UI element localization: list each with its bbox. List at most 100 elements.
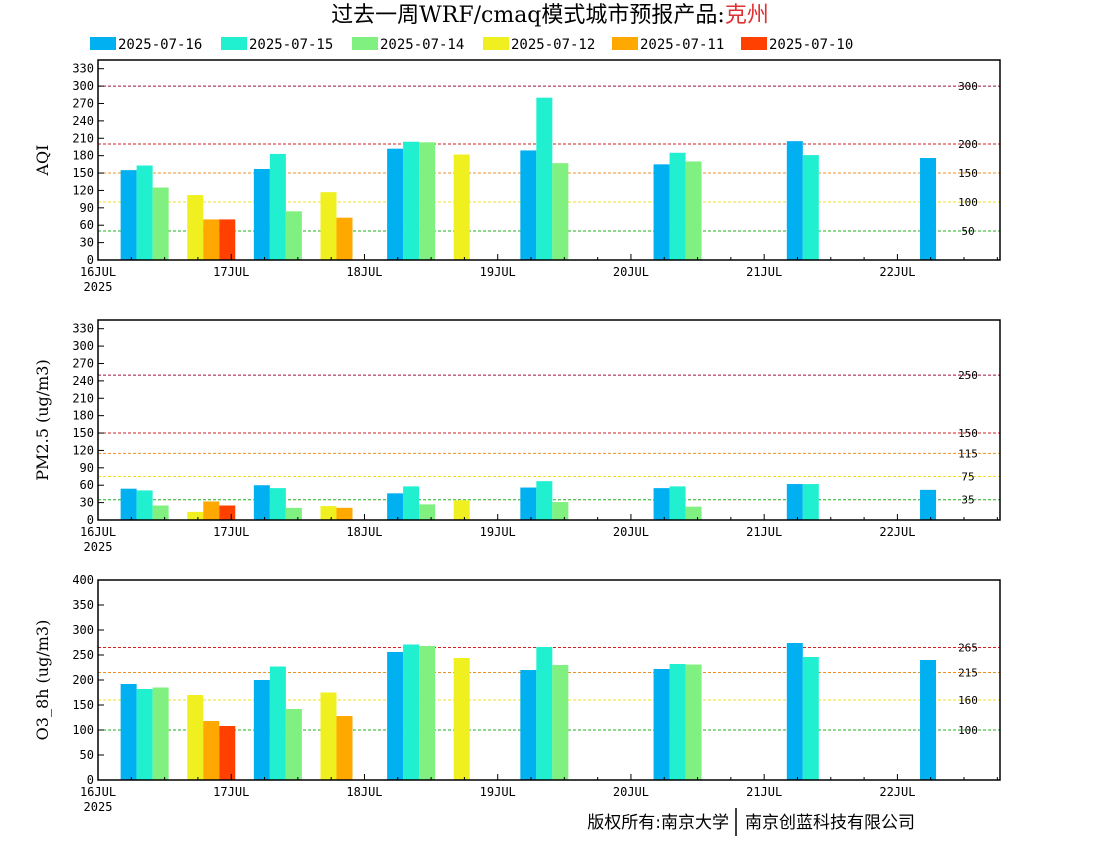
y-tick-label: 350 xyxy=(72,598,94,612)
reference-label-265: 265 xyxy=(958,642,978,655)
bar-2025-07-14 xyxy=(285,211,302,260)
bar-2025-07-15 xyxy=(669,486,686,520)
bar-2025-07-10 xyxy=(219,505,236,520)
bar-2025-07-16 xyxy=(786,141,803,260)
reference-label-150: 150 xyxy=(958,427,978,440)
bar-2025-07-16 xyxy=(253,168,270,260)
x-year-label: 2025 xyxy=(84,280,113,294)
y-tick-label: 270 xyxy=(72,96,94,110)
bar-2025-07-14 xyxy=(552,502,569,520)
bar-2025-07-16 xyxy=(653,488,670,520)
y-tick-label: 180 xyxy=(72,149,94,163)
bar-2025-07-15 xyxy=(403,644,420,780)
bar-2025-07-16 xyxy=(920,489,937,520)
footer-right: 南京创蓝科技有限公司 xyxy=(745,813,915,833)
bar-2025-07-16 xyxy=(520,670,537,780)
legend-swatch-2025-07-15 xyxy=(221,37,247,50)
y-tick-label: 150 xyxy=(72,166,94,180)
bar-2025-07-11 xyxy=(203,219,220,260)
y-tick-label: 330 xyxy=(72,62,94,76)
x-tick-label: 21JUL xyxy=(746,265,782,279)
reference-label-200: 200 xyxy=(958,138,978,151)
y-tick-label: 0 xyxy=(87,513,94,527)
bar-2025-07-11 xyxy=(336,716,353,780)
bar-2025-07-15 xyxy=(403,486,420,520)
bar-2025-07-11 xyxy=(336,507,353,520)
chart-title-main: 过去一周WRF/cmaq模式城市预报产品: xyxy=(331,3,725,28)
x-tick-label: 22JUL xyxy=(879,785,915,799)
x-tick-label: 22JUL xyxy=(879,265,915,279)
y-tick-label: 150 xyxy=(72,426,94,440)
x-tick-label: 17JUL xyxy=(213,265,249,279)
y-tick-label: 100 xyxy=(72,723,94,737)
y-axis-label: O3_8h (ug/m3) xyxy=(33,620,52,741)
chart-panels: 3002001501005003060901201501802102402703… xyxy=(33,59,1001,814)
reference-label-35: 35 xyxy=(961,494,974,507)
bar-2025-07-16 xyxy=(520,150,537,260)
bar-2025-07-15 xyxy=(802,155,819,260)
bar-2025-07-11 xyxy=(203,501,220,520)
y-tick-label: 180 xyxy=(72,409,94,423)
bar-2025-07-15 xyxy=(536,481,553,520)
bar-2025-07-14 xyxy=(152,187,169,260)
chart-title: 过去一周WRF/cmaq模式城市预报产品:克州 xyxy=(331,3,769,28)
reference-label-160: 160 xyxy=(958,694,978,707)
chart-legend: 2025-07-16 2025-07-15 2025-07-14 2025-07-12… xyxy=(90,37,853,53)
panel-3: 265 215 160 100 0 50 100 150 200 250 300 350 400 16JU… xyxy=(33,573,1001,814)
y-tick-label: 60 xyxy=(80,478,94,492)
bar-2025-07-11 xyxy=(336,217,353,260)
y-tick-label: 90 xyxy=(80,201,94,215)
x-tick-label: 22JUL xyxy=(879,525,915,539)
legend-swatch-2025-07-12 xyxy=(483,37,509,50)
y-tick-label: 120 xyxy=(72,183,94,197)
y-tick-label: 30 xyxy=(80,496,94,510)
reference-label-300: 300 xyxy=(958,80,978,93)
y-tick-label: 300 xyxy=(72,79,94,93)
y-tick-label: 300 xyxy=(72,339,94,353)
y-tick-label: 60 xyxy=(80,218,94,232)
x-tick-label: 16JUL xyxy=(80,785,116,799)
bar-2025-07-10 xyxy=(219,219,236,260)
legend-label-2025-07-15: 2025-07-15 xyxy=(249,37,333,53)
y-tick-label: 30 xyxy=(80,236,94,250)
x-tick-label: 20JUL xyxy=(613,785,649,799)
bar-2025-07-16 xyxy=(653,669,670,780)
x-year-label: 2025 xyxy=(84,540,113,554)
bar-2025-07-14 xyxy=(685,506,702,520)
x-tick-label: 17JUL xyxy=(213,785,249,799)
y-tick-label: 0 xyxy=(87,773,94,787)
bar-2025-07-12 xyxy=(320,506,337,520)
reference-label-115: 115 xyxy=(958,447,978,460)
panel-1: 300 200 150 100 50 0 30 60 90 120 150 180 210 240 270 3… xyxy=(33,59,1001,294)
x-tick-label: 19JUL xyxy=(480,265,516,279)
bar-2025-07-15 xyxy=(802,657,819,780)
bar-2025-07-15 xyxy=(802,484,819,520)
legend-label-2025-07-16: 2025-07-16 xyxy=(118,37,202,53)
x-tick-label: 20JUL xyxy=(613,265,649,279)
legend-label-2025-07-10: 2025-07-10 xyxy=(769,37,853,53)
bar-2025-07-16 xyxy=(120,684,137,780)
bar-2025-07-14 xyxy=(152,687,169,780)
bar-2025-07-16 xyxy=(253,485,270,520)
x-year-label: 2025 xyxy=(84,800,113,814)
y-tick-label: 270 xyxy=(72,356,94,370)
bar-2025-07-15 xyxy=(669,664,686,780)
bar-2025-07-15 xyxy=(136,689,153,780)
x-tick-label: 21JUL xyxy=(746,525,782,539)
x-tick-label: 20JUL xyxy=(613,525,649,539)
bar-2025-07-14 xyxy=(552,665,569,780)
bar-2025-07-12 xyxy=(453,500,470,520)
x-tick-label: 16JUL xyxy=(80,265,116,279)
bar-2025-07-14 xyxy=(152,505,169,520)
y-tick-label: 300 xyxy=(72,623,94,637)
footer-left: 版权所有:南京大学 xyxy=(587,813,729,833)
bar-2025-07-16 xyxy=(520,487,537,520)
y-tick-label: 240 xyxy=(72,114,94,128)
y-axis-label: AQI xyxy=(33,145,52,177)
copyright-footer: 版权所有:南京大学 南京创蓝科技有限公司 xyxy=(587,808,915,836)
y-tick-label: 0 xyxy=(87,253,94,267)
reference-label-75: 75 xyxy=(961,471,974,484)
bar-2025-07-15 xyxy=(136,490,153,520)
x-tick-label: 19JUL xyxy=(480,785,516,799)
